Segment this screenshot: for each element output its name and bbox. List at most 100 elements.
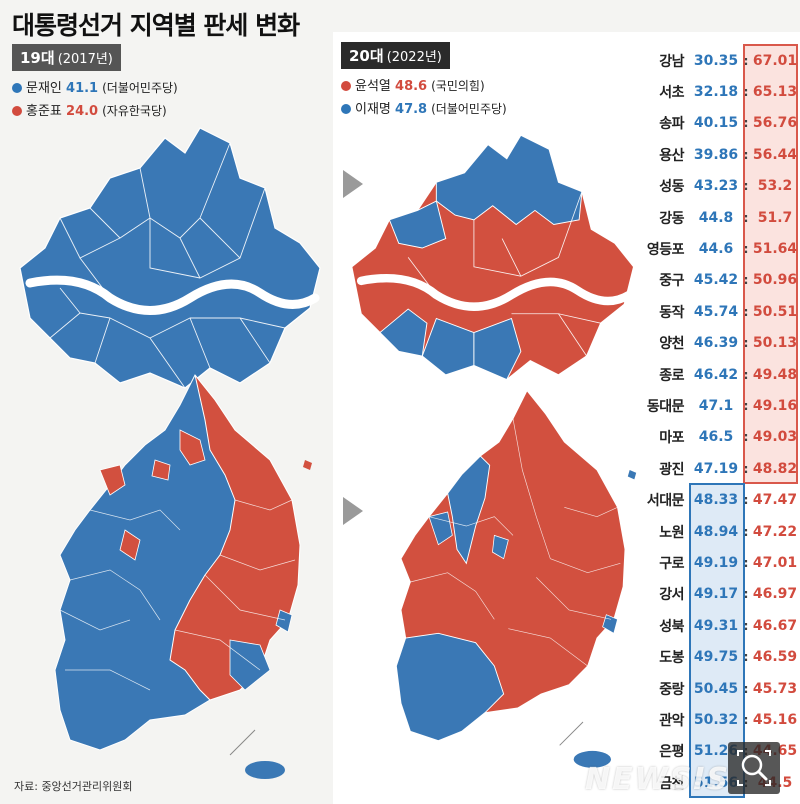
yoon-pct: 49.48 — [752, 366, 798, 383]
table-row: 광진 47.19:48.82 — [641, 453, 800, 484]
yoon-pct: 46.97 — [752, 586, 798, 603]
yoon-win-highlight — [743, 44, 798, 484]
page-title: 대통령선거 지역별 판세 변화 — [12, 11, 300, 40]
district-name: 관악 — [659, 712, 684, 729]
separator: : — [743, 304, 749, 319]
yoon-pct: 47.22 — [752, 523, 798, 540]
lee-pct: 44.8 — [698, 209, 734, 226]
yoon-pct: 51.7 — [757, 209, 793, 226]
district-results-table: 강남 30.35:67.01 서초 32.18:65.13 송파 40.15:56.76 용… — [641, 45, 800, 804]
district-name: 서초 — [659, 85, 684, 102]
table-row: 서초 32.18:65.13 — [641, 76, 800, 107]
yoon-pct: 56.44 — [752, 146, 798, 163]
lee-pct: 44.6 — [698, 241, 734, 258]
table-row: 동대문 47.1:49.16 — [641, 390, 800, 421]
separator: : — [743, 336, 749, 351]
yoon-pct: 51.64 — [752, 241, 798, 258]
separator: : — [743, 524, 749, 539]
legend-item-moon: 문재인 41.1 (더불어민주당) — [12, 77, 178, 100]
table-row: 성북 49.31:46.67 — [641, 610, 800, 641]
table-row: 강남 30.35:67.01 — [641, 45, 800, 76]
lee-pct: 48.94 — [693, 523, 739, 540]
separator: : — [743, 242, 749, 257]
separator: : — [743, 85, 749, 100]
panel-19th-election: 19대 (2017년) 문재인 41.1 (더불어민주당) 홍준표 24.0 (자유한… — [0, 40, 330, 780]
separator: : — [743, 430, 749, 445]
yoon-pct: 49.03 — [752, 429, 798, 446]
district-name: 중구 — [659, 273, 684, 290]
separator: : — [743, 618, 749, 633]
separator: : — [743, 210, 749, 225]
separator: : — [743, 147, 749, 162]
table-row: 구로 49.19:47.01 — [641, 547, 800, 578]
legend-20: 윤석열 48.6 (국민의힘) 이재명 47.8 (더불어민주당) — [341, 75, 507, 121]
district-name: 강남 — [659, 53, 684, 70]
lee-pct: 32.18 — [693, 84, 739, 101]
table-row: 강북52.32:43.82 — [641, 798, 800, 804]
district-name: 노원 — [659, 524, 684, 541]
legend-19: 문재인 41.1 (더불어민주당) 홍준표 24.0 (자유한국당) — [12, 77, 178, 123]
seoul-map-2017 — [19, 127, 321, 389]
legend-item-yoon: 윤석열 48.6 (국민의힘) — [341, 75, 507, 98]
lee-pct: 51.56 — [693, 774, 739, 791]
lee-pct: 40.15 — [693, 115, 739, 132]
legend-dot-icon — [341, 81, 351, 91]
district-name: 구로 — [659, 555, 684, 572]
legend-item-lee: 이재명 47.8 (더불어민주당) — [341, 98, 507, 121]
yoon-pct: 46.59 — [752, 649, 798, 666]
zoom-icon — [737, 750, 771, 786]
lee-pct: 51.26 — [693, 743, 739, 760]
district-name: 동대문 — [646, 398, 685, 415]
lee-pct: 50.45 — [693, 680, 739, 697]
yoon-pct: 50.13 — [752, 335, 798, 352]
lee-pct: 47.1 — [698, 397, 734, 414]
yoon-pct: 50.96 — [752, 272, 798, 289]
yoon-pct: 47.47 — [752, 492, 798, 509]
source-note: 자료: 중앙선거관리위원회 — [14, 780, 133, 793]
yoon-pct: 56.76 — [752, 115, 798, 132]
separator: : — [743, 493, 749, 508]
table-row: 종로 46.42:49.48 — [641, 359, 800, 390]
separator: : — [743, 367, 749, 382]
table-row: 관악 50.32:45.16 — [641, 704, 800, 735]
separator: : — [743, 179, 749, 194]
district-name: 은평 — [659, 744, 684, 761]
table-row: 서대문 48.33:47.47 — [641, 484, 800, 515]
table-row: 송파 40.15:56.76 — [641, 108, 800, 139]
korea-map-2017 — [54, 374, 312, 779]
district-name: 양천 — [659, 336, 684, 353]
yoon-pct: 65.13 — [752, 84, 798, 101]
lee-pct: 49.31 — [693, 617, 739, 634]
lee-pct: 46.39 — [693, 335, 739, 352]
yoon-pct: 45.16 — [752, 711, 798, 728]
lee-pct: 48.33 — [693, 492, 739, 509]
table-row: 강동 44.8:51.7 — [641, 202, 800, 233]
table-row: 마포 46.5:49.03 — [641, 422, 800, 453]
separator: : — [743, 398, 749, 413]
separator: : — [743, 53, 749, 68]
district-name: 서대문 — [646, 493, 685, 510]
district-name: 용산 — [659, 147, 684, 164]
district-name: 동작 — [659, 304, 684, 321]
lee-pct: 30.35 — [693, 52, 739, 69]
table-row: 중구 45.42:50.96 — [641, 265, 800, 296]
arrow-right-icon — [343, 170, 363, 198]
yoon-pct: 50.51 — [752, 303, 798, 320]
table-row: 양천 46.39:50.13 — [641, 328, 800, 359]
table-row: 영등포 44.6:51.64 — [641, 233, 800, 264]
korea-map-2022 — [395, 389, 637, 768]
lee-pct: 49.19 — [693, 554, 739, 571]
watermark: NEWSIS — [585, 762, 731, 797]
election-19-badge: 19대 (2017년) — [12, 44, 121, 71]
yoon-pct: 45.73 — [752, 680, 798, 697]
separator: : — [743, 555, 749, 570]
yoon-pct: 46.67 — [752, 617, 798, 634]
zoom-button[interactable] — [728, 742, 780, 794]
separator: : — [743, 461, 749, 476]
district-name: 도봉 — [659, 650, 684, 667]
panel-20th-election: 20대 (2022년) 윤석열 48.6 (국민의힘) 이재명 47.8 (더불어민주… — [333, 32, 800, 804]
table-row: 노원 48.94:47.22 — [641, 516, 800, 547]
table-row: 동작 45.74:50.51 — [641, 296, 800, 327]
yoon-pct: 48.82 — [752, 460, 798, 477]
legend-item-hong: 홍준표 24.0 (자유한국당) — [12, 100, 178, 123]
